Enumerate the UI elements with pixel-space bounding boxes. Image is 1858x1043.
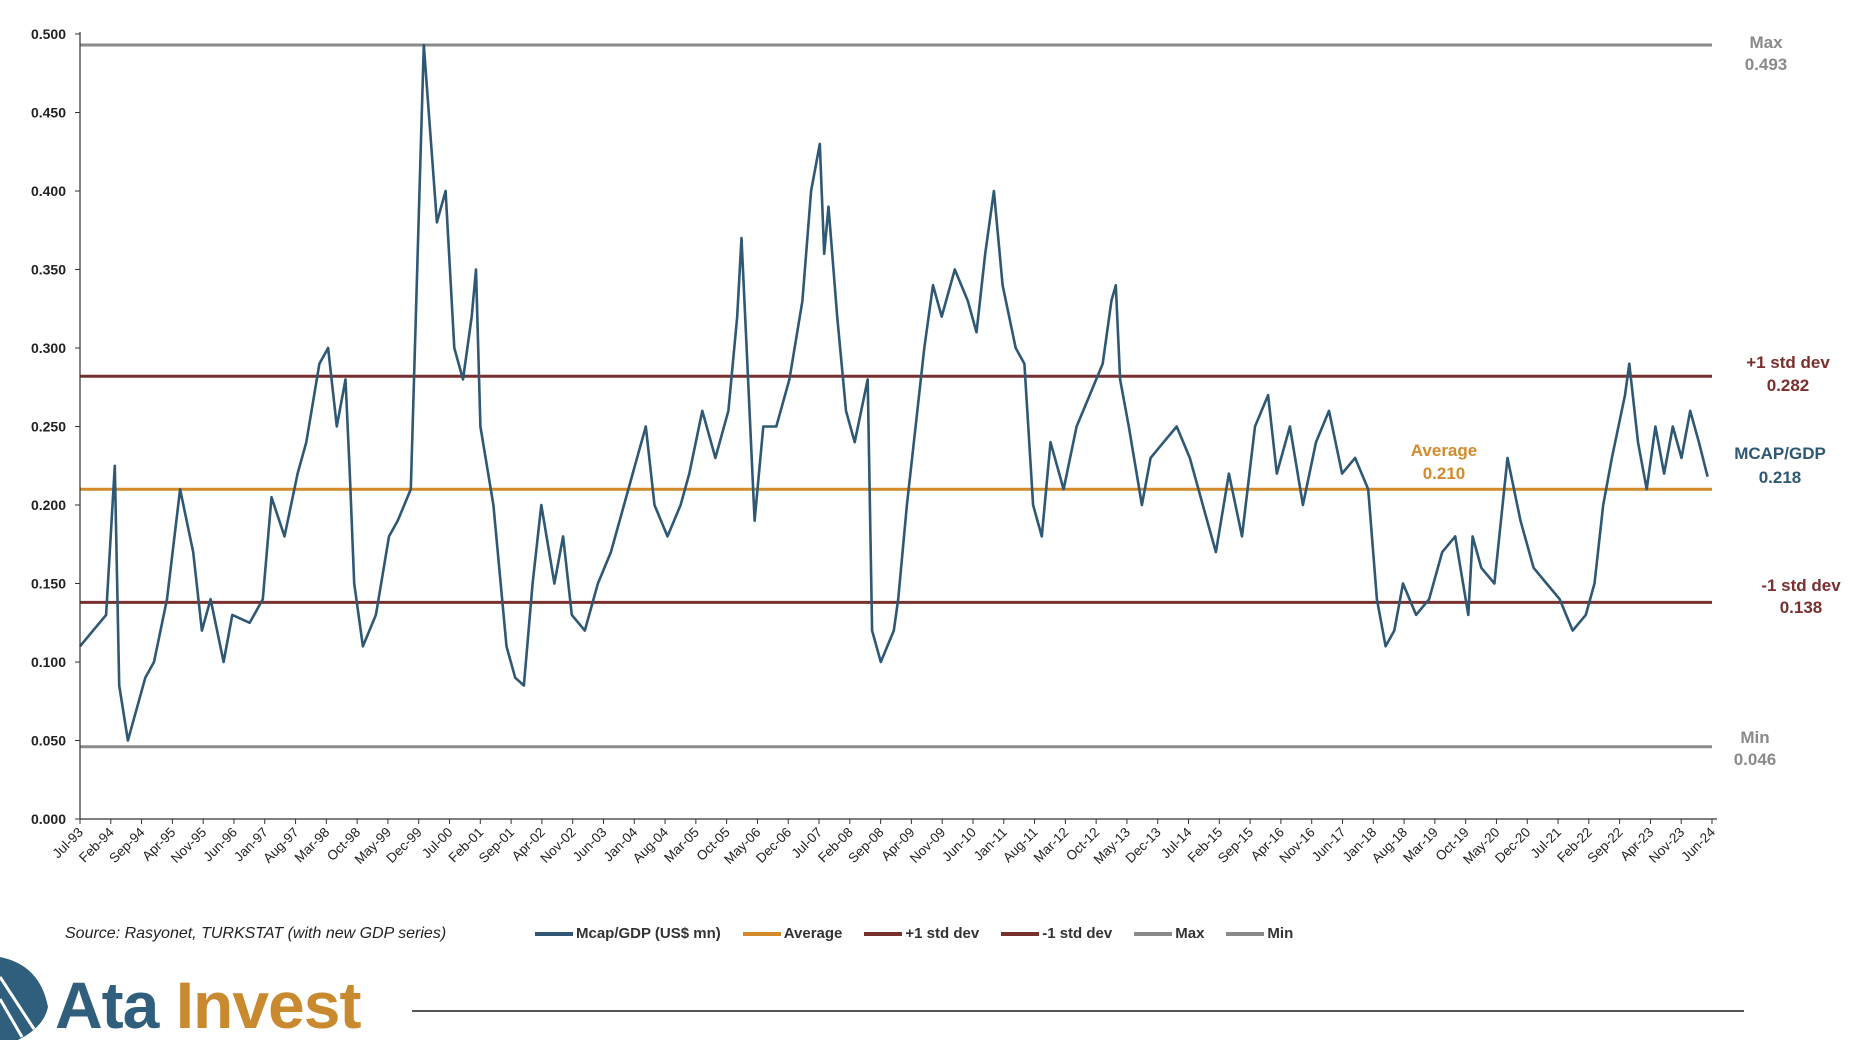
max-label-title: Max <box>1749 33 1783 52</box>
y-tick-label: 0.100 <box>31 654 66 670</box>
legend-label: -1 std dev <box>1042 925 1113 942</box>
x-tick-label: Sep-94 <box>106 824 148 866</box>
logo-ata-text: Ata <box>55 968 159 1042</box>
legend-label: Mcap/GDP (US$ mn) <box>576 925 721 942</box>
x-tick-label: Jun-96 <box>200 825 240 865</box>
legend-label: +1 std dev <box>905 925 980 942</box>
legend-swatch <box>742 931 781 936</box>
legend-item: Mcap/GDP (US$ mn) <box>535 925 721 942</box>
legend-swatch <box>864 931 903 936</box>
y-tick-label: 0.400 <box>31 183 66 199</box>
plus-std-label-value: 0.282 <box>1767 376 1810 395</box>
min-label-title: Min <box>1740 728 1769 747</box>
x-tick-label: Mar-05 <box>661 825 702 866</box>
footer-rule <box>412 1010 1744 1012</box>
average-label-value: 0.210 <box>1423 464 1466 483</box>
legend-item: -1 std dev <box>1001 925 1112 942</box>
axes <box>79 32 1717 820</box>
y-tick-label: 0.000 <box>31 811 66 827</box>
y-tick-label: 0.450 <box>31 105 66 121</box>
y-tick-label: 0.050 <box>31 733 66 749</box>
x-tick-label: Jun-24 <box>1678 824 1718 864</box>
x-tick-label: Nov-23 <box>1646 825 1687 866</box>
legend-item: Max <box>1134 925 1204 942</box>
source-note: Source: Rasyonet, TURKSTAT (with new GDP… <box>65 925 447 942</box>
x-tick-label: Dec-06 <box>753 825 794 866</box>
legend-item: +1 std dev <box>864 925 979 942</box>
x-tick-label: Mar-12 <box>1031 825 1072 866</box>
reference-lines <box>80 43 1712 749</box>
series-line-mcap-gdp <box>79 43 1709 742</box>
footer: Source: Rasyonet, TURKSTAT (with new GDP… <box>0 905 1858 1042</box>
y-tick-label: 0.250 <box>31 419 66 435</box>
legend-label: Min <box>1267 925 1294 942</box>
ata-invest-logo: Ata Invest <box>0 947 362 1042</box>
legend-swatch <box>535 931 573 936</box>
right-labels: Max 0.493 +1 std dev 0.282 MCAP/GDP 0.21… <box>1411 33 1841 769</box>
x-tick-label: Dec-20 <box>1492 825 1533 866</box>
x-tick-label: Jun-17 <box>1309 825 1349 865</box>
x-axis-ticks: Jul-93Feb-94Sep-94Apr-95Nov-95Jun-96Jan-… <box>50 819 1718 867</box>
legend-swatch <box>1001 931 1040 936</box>
x-tick-label: Mar-19 <box>1400 825 1441 866</box>
logo-invest-text: Invest <box>175 968 362 1042</box>
y-tick-label: 0.350 <box>31 262 66 278</box>
x-tick-label: Nov-16 <box>1276 825 1317 866</box>
y-tick-label: 0.500 <box>31 26 66 42</box>
min-label-value: 0.046 <box>1734 750 1777 769</box>
minus-std-label-value: 0.138 <box>1780 598 1823 617</box>
y-tick-label: 0.200 <box>31 497 66 513</box>
y-tick-label: 0.150 <box>31 576 66 592</box>
legend-item: Average <box>742 925 843 942</box>
chart-canvas: 0.000 0.050 0.100 0.150 0.200 0.250 0.300 0.350… <box>31 26 1841 867</box>
current-label-value: 0.218 <box>1759 468 1802 487</box>
average-label-title: Average <box>1411 441 1477 460</box>
y-axis-ticks: 0.000 0.050 0.100 0.150 0.200 0.250 0.300 0.350… <box>31 26 80 827</box>
max-label-value: 0.493 <box>1745 55 1788 74</box>
series-group <box>79 43 1709 742</box>
y-tick-label: 0.300 <box>31 340 66 356</box>
legend-swatch <box>1134 931 1173 936</box>
plus-std-label-title: +1 std dev <box>1746 353 1830 372</box>
minus-std-label-title: -1 std dev <box>1761 576 1841 595</box>
legend: Mcap/GDP (US$ mn) Average +1 std dev -1 std… <box>535 925 1315 942</box>
x-tick-label: Mar-98 <box>292 825 333 866</box>
legend-label: Average <box>783 925 843 942</box>
legend-swatch <box>1226 931 1265 936</box>
x-tick-label: Jun-10 <box>939 825 979 865</box>
x-tick-label: Jun-03 <box>570 825 610 865</box>
legend-item: Min <box>1226 925 1293 942</box>
legend-label: Max <box>1175 925 1205 942</box>
current-label-title: MCAP/GDP <box>1734 444 1826 463</box>
x-tick-label: Nov-02 <box>537 825 578 866</box>
leaf-icon <box>0 957 48 1040</box>
